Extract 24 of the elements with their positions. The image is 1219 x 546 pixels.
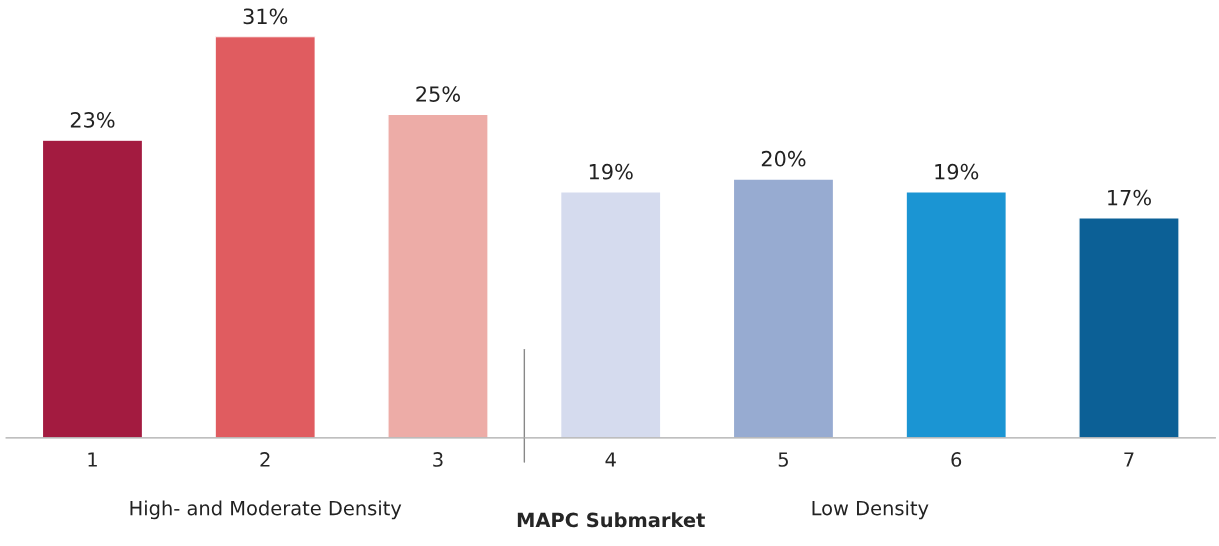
bar [1078, 217, 1180, 438]
data-label: 25% [416, 86, 460, 102]
bar [41, 139, 144, 438]
text: Low Density [812, 500, 929, 520]
x-tick-label: 4 [605, 452, 616, 467]
bar [559, 191, 662, 438]
x-tick-label: 6 [951, 452, 962, 467]
data-label: 20% [761, 150, 806, 167]
data-label: 17% [1108, 189, 1151, 206]
data-label: 19% [935, 163, 979, 180]
data-label: 23% [70, 112, 115, 128]
bar [214, 36, 317, 438]
x-tick-label: 7 [1124, 452, 1134, 467]
x-tick-label: 1 [88, 452, 97, 467]
bar [905, 191, 1008, 438]
bar [732, 178, 835, 438]
x-tick-label: 2 [260, 452, 270, 467]
x-tick-label: 3 [433, 452, 443, 467]
data-label: 19% [589, 163, 633, 180]
x-tick-label: 5 [778, 452, 788, 467]
text: High- and Moderate Density [130, 500, 402, 520]
bar [387, 113, 489, 438]
data-label: 31% [243, 8, 288, 25]
x-axis-title: MAPC Submarket [517, 512, 705, 528]
